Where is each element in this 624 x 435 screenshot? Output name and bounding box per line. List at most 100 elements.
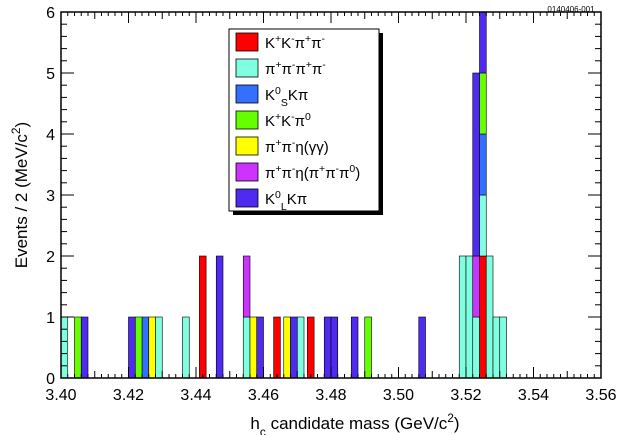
bar-series-3-bin-3 — [480, 73, 487, 134]
label-part: π — [282, 165, 292, 182]
bar-series-1-bin-5 — [459, 256, 466, 378]
label-part: π — [295, 61, 305, 78]
bar-series-4-bin-2 — [284, 317, 291, 378]
y-tick-label: 5 — [46, 66, 55, 83]
x-tick-label: 3.50 — [383, 387, 414, 404]
x-tick-labels: 3.40 3.42 3.44 3.46 3.48 3.50 3.52 3.54 3.56 — [45, 387, 616, 404]
label-part: - — [322, 33, 326, 45]
bar-series-3-bin-2 — [365, 317, 372, 378]
y-axis-label-part: ) — [12, 122, 31, 128]
y-tick-label: 2 — [46, 249, 55, 266]
label-part: 0 — [305, 111, 311, 123]
label-part: S — [281, 97, 288, 109]
bar-series-1-bin-0 — [61, 317, 68, 378]
bar-series-0-bin-1 — [274, 317, 281, 378]
label-part: π — [311, 35, 321, 52]
y-axis-label: Events / 2 (MeV/c2) — [9, 122, 31, 268]
label-part: π — [295, 113, 305, 130]
legend-label-1: π+π-π+π- — [265, 59, 326, 78]
x-tick-label: 3.42 — [113, 387, 144, 404]
label-part: Kπ — [287, 191, 307, 208]
x-axis-label: hc candidate mass (GeV/c2) — [250, 411, 459, 435]
label-part: π — [339, 165, 349, 182]
label-part: - — [322, 59, 326, 71]
legend-swatch-2 — [236, 85, 258, 103]
bar-series-1-bin-8 — [480, 195, 487, 256]
legend-swatch-1 — [236, 59, 258, 77]
y-tick-label: 3 — [46, 188, 55, 205]
bar-series-1-bin-7 — [473, 317, 480, 378]
bar-series-1-bin-11 — [500, 317, 507, 378]
bar-series-1-bin-9 — [486, 256, 493, 378]
label-part: π — [282, 139, 292, 156]
x-axis-label-part: ) — [454, 414, 460, 433]
x-tick-label: 3.46 — [248, 387, 279, 404]
y-axis-label-part: Events / 2 (MeV/c — [12, 134, 31, 269]
label-part: K — [265, 113, 275, 130]
bar-series-6-bin-9 — [473, 73, 480, 256]
bar-series-1-bin-6 — [466, 256, 473, 378]
bar-series-5-bin-0 — [243, 256, 250, 317]
bar-series-6-bin-5 — [324, 317, 331, 378]
bar-series-2-bin-1 — [480, 134, 487, 195]
legend-swatch-0 — [236, 33, 258, 51]
bar-series-0-bin-2 — [307, 317, 314, 378]
bar-series-0-bin-0 — [199, 256, 206, 378]
label-part: ) — [355, 165, 360, 182]
bar-series-1-bin-1 — [156, 317, 163, 378]
bar-series-1-bin-2 — [183, 317, 190, 378]
label-part: K — [281, 35, 291, 52]
x-axis-label-part: candidate mass (GeV/c — [266, 414, 448, 433]
label-part: Kπ — [288, 87, 308, 104]
bar-series-6-bin-6 — [331, 317, 338, 378]
x-tick-label: 3.48 — [315, 387, 346, 404]
bar-series-6-bin-8 — [419, 317, 426, 378]
bar-series-6-bin-3 — [257, 317, 264, 378]
label-part: η(π — [295, 165, 319, 182]
bar-series-3-bin-1 — [135, 317, 142, 378]
bar-series-2-bin-0 — [142, 317, 149, 378]
label-part: π — [282, 61, 292, 78]
bar-series-0-bin-3 — [480, 256, 487, 378]
bar-series-6-bin-1 — [129, 317, 136, 378]
legend-swatch-6 — [236, 189, 258, 207]
legend-label-4: π+π-η(γγ) — [265, 137, 329, 156]
y-tick-label: 0 — [46, 371, 55, 388]
bar-series-1-bin-3 — [243, 317, 250, 378]
bar-series-5-bin-1 — [473, 256, 480, 317]
x-tick-label: 3.56 — [585, 387, 616, 404]
bar-series-4-bin-1 — [250, 317, 257, 378]
x-tick-label: 3.52 — [450, 387, 481, 404]
bar-series-1-bin-4 — [297, 317, 304, 378]
label-part: π — [265, 139, 275, 156]
label-part: π — [295, 35, 305, 52]
x-tick-label: 3.44 — [180, 387, 211, 404]
legend-label-3: K+K-π0 — [265, 111, 311, 130]
bar-series-3-bin-0 — [75, 317, 82, 378]
label-part: K — [265, 87, 275, 104]
x-axis-label-part: h — [250, 414, 259, 433]
label-part: π — [265, 165, 275, 182]
label-part: 0 — [275, 85, 281, 97]
y-tick-labels: 0 1 2 3 4 5 6 — [46, 5, 55, 388]
legend-swatch-5 — [236, 163, 258, 181]
y-tick-label: 6 — [46, 5, 55, 22]
y-tick-label: 1 — [46, 310, 55, 327]
legend-swatch-3 — [236, 111, 258, 129]
x-tick-label: 3.40 — [45, 387, 76, 404]
bar-series-6-bin-0 — [81, 317, 88, 378]
label-part: K — [265, 35, 275, 52]
label-part: π — [312, 61, 322, 78]
bar-series-6-bin-10 — [480, 12, 487, 73]
label-part: 0 — [275, 189, 281, 201]
legend-label-0: K+K-π+π- — [265, 33, 326, 52]
bar-series-6-bin-2 — [216, 256, 223, 378]
bar-series-4-bin-0 — [149, 317, 156, 378]
label-part: π — [325, 165, 335, 182]
label-part: π — [265, 61, 275, 78]
label-part: η(γγ) — [295, 139, 328, 156]
x-tick-label: 3.54 — [518, 387, 549, 404]
legend-swatch-4 — [236, 137, 258, 155]
bar-series-6-bin-4 — [291, 317, 298, 378]
